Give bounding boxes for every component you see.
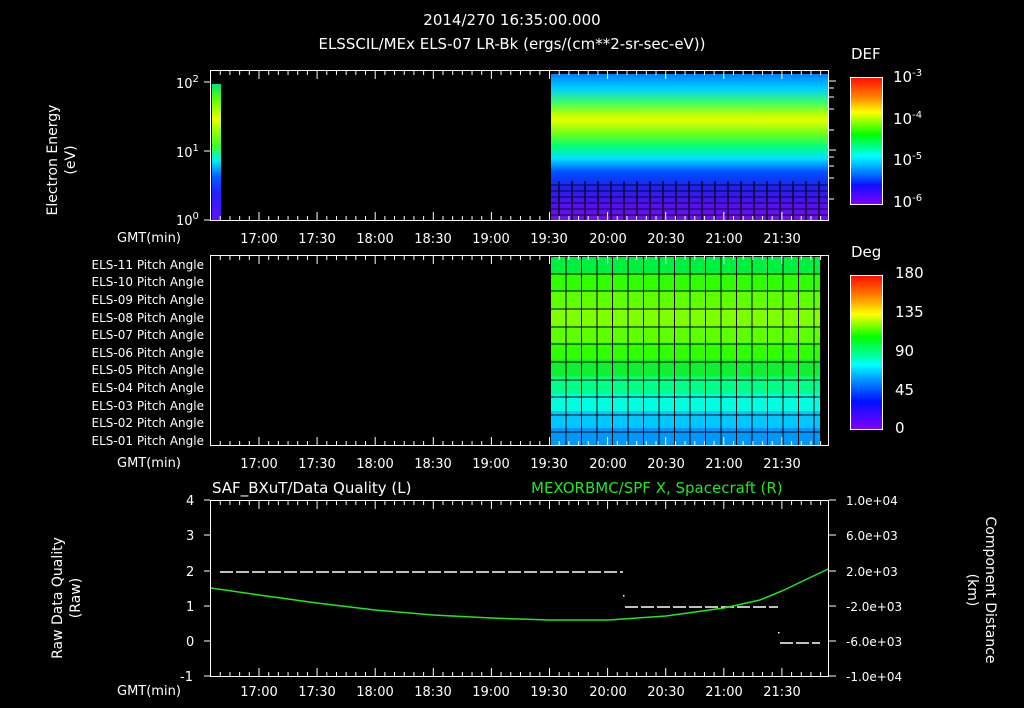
def-cbar-tick-1e-3: 10-3	[893, 68, 923, 86]
deg-cbar-tick-180: 180	[895, 264, 924, 282]
p1-xtick-2100: 21:00	[705, 232, 743, 247]
p2-xtick-1730: 17:30	[298, 457, 336, 472]
p2-xtick-2030: 20:30	[647, 457, 685, 472]
pa-row-label: ELS-05 Pitch Angle	[91, 363, 204, 377]
def-cbar-tick-1e-4: 10-4	[893, 110, 923, 128]
spf-x-series	[210, 568, 829, 621]
deg-cbar-tick-45: 45	[895, 381, 915, 399]
pitch-angle-plot[interactable]	[210, 255, 829, 446]
pa-xlabel: GMT(min)	[117, 456, 181, 471]
deg-cbar-tick-0: 0	[895, 419, 905, 437]
pa-row-label: ELS-03 Pitch Angle	[91, 399, 204, 413]
energy-spectrogram[interactable]	[210, 70, 829, 221]
pa-row-label: ELS-01 Pitch Angle	[91, 434, 204, 448]
p3-xtick-1830: 18:30	[414, 685, 452, 700]
pa-row-label: ELS-07 Pitch Angle	[91, 328, 204, 342]
p2-xtick-1900: 19:00	[472, 457, 510, 472]
dq-title-left: SAF_BXuT/Data Quality (L)	[212, 479, 412, 497]
dq-ytick-left: 0	[186, 635, 195, 650]
deg-colorbar	[850, 275, 883, 430]
p2-xtick-2130: 21:30	[763, 457, 801, 472]
pa-row-label: ELS-08 Pitch Angle	[91, 311, 204, 325]
plot-timestamp: 2014/270 16:35:00.000	[423, 11, 601, 29]
pa-row-label: ELS-06 Pitch Angle	[91, 346, 204, 360]
dq-ytick-left: 2	[186, 565, 195, 580]
p3-xtick-2100: 21:00	[705, 685, 743, 700]
p3-xtick-2000: 20:00	[589, 685, 627, 700]
dq-ytick-left: -1	[180, 670, 193, 685]
p3-xtick-2030: 20:30	[647, 685, 685, 700]
p3-xtick-1900: 19:00	[472, 685, 510, 700]
pa-row-label: ELS-10 Pitch Angle	[91, 275, 204, 289]
p1-xtick-1900: 19:00	[472, 232, 510, 247]
spectrogram-segment-early	[212, 84, 221, 220]
p1-xtick-2130: 21:30	[763, 232, 801, 247]
plot-subtitle: ELSSCIL/MEx ELS-07 LR-Bk (ergs/(cm**2-sr…	[318, 35, 706, 53]
p3-xtick-1700: 17:00	[240, 685, 278, 700]
def-colorbar-title: DEF	[851, 45, 881, 63]
p2-xtick-2100: 21:00	[705, 457, 743, 472]
energy-xlabel: GMT(min)	[117, 231, 181, 246]
spf-title-right: MEXORBMC/SPF X, Spacecraft (R)	[531, 479, 783, 497]
p3-xtick-2130: 21:30	[763, 685, 801, 700]
def-cbar-tick-1e-5: 10-5	[893, 151, 923, 169]
p3-xtick-1800: 18:00	[356, 685, 394, 700]
pa-row-label: ELS-11 Pitch Angle	[91, 258, 204, 272]
data-quality-plot[interactable]	[210, 500, 829, 677]
energy-ytick-10: 101	[176, 143, 199, 161]
dq-ytick-right: 6.0e+03	[846, 529, 898, 543]
p2-xtick-1700: 17:00	[240, 457, 278, 472]
dq-xlabel: GMT(min)	[117, 684, 181, 699]
p2-xtick-1930: 19:30	[530, 457, 568, 472]
p1-xtick-1800: 18:00	[356, 232, 394, 247]
pa-row-label: ELS-09 Pitch Angle	[91, 293, 204, 307]
energy-ytick-100: 102	[176, 74, 199, 92]
p1-xtick-1730: 17:30	[298, 232, 336, 247]
dq-ytick-right: 1.0e+04	[846, 494, 898, 508]
deg-cbar-tick-135: 135	[895, 303, 924, 321]
dq-ytick-left: 1	[186, 600, 195, 615]
def-cbar-tick-1e-6: 10-6	[893, 193, 923, 211]
p2-xtick-2000: 20:00	[589, 457, 627, 472]
dq-ytick-right: -1.0e+04	[846, 670, 903, 684]
p1-xtick-1930: 19:30	[530, 232, 568, 247]
pa-row-label: ELS-02 Pitch Angle	[91, 416, 204, 430]
dq-ytick-right: -6.0e+03	[846, 635, 903, 649]
pitch-angle-grid	[551, 257, 820, 445]
p1-xtick-2030: 20:30	[647, 232, 685, 247]
dq-ytick-left: 3	[186, 529, 195, 544]
dq-ytick-right: 2.0e+03	[846, 565, 898, 579]
pitch-angle-row-lines	[551, 273, 820, 433]
pa-row-label: ELS-04 Pitch Angle	[91, 381, 204, 395]
dq-ytick-left: 4	[186, 494, 195, 509]
p2-xtick-1800: 18:00	[356, 457, 394, 472]
p3-xtick-1930: 19:30	[530, 685, 568, 700]
energy-ytick-1: 100	[176, 211, 199, 229]
deg-cbar-tick-90: 90	[895, 342, 915, 360]
dq-ytick-right: -2.0e+03	[846, 600, 903, 614]
deg-colorbar-title: Deg	[851, 243, 882, 261]
p1-xtick-1830: 18:30	[414, 232, 452, 247]
data-quality-series	[220, 571, 820, 644]
p3-xtick-1730: 17:30	[298, 685, 336, 700]
p2-xtick-1830: 18:30	[414, 457, 452, 472]
p1-xtick-2000: 20:00	[589, 232, 627, 247]
p1-xtick-1700: 17:00	[240, 232, 278, 247]
def-colorbar	[850, 77, 883, 205]
